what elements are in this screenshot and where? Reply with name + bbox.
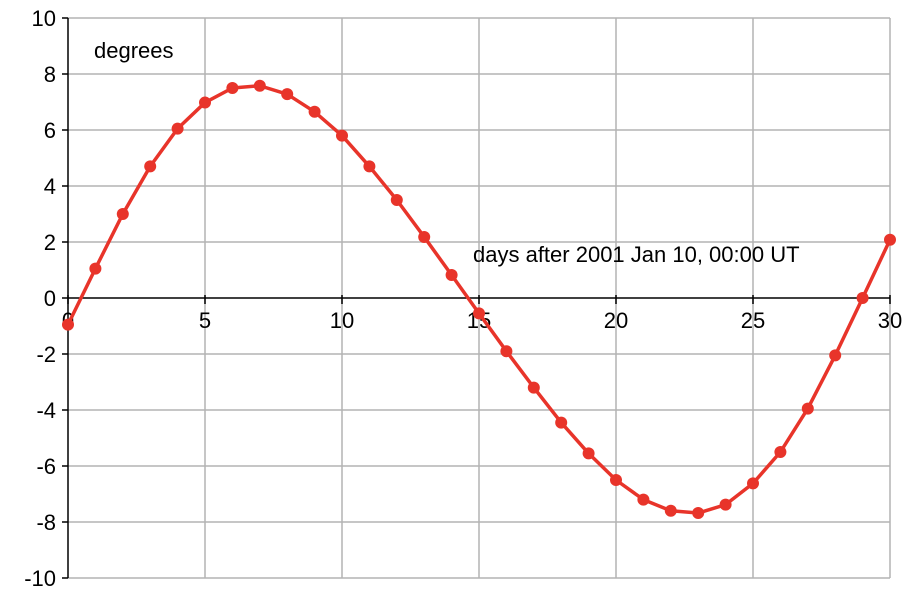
y-tick-label: -8 <box>36 510 56 535</box>
data-point <box>747 477 759 490</box>
data-point <box>171 122 184 135</box>
y-tick-label: -6 <box>36 454 56 479</box>
x-tick-label: 20 <box>604 308 628 333</box>
y-tick-label: 10 <box>32 6 56 31</box>
data-point <box>390 194 403 206</box>
x-tick-label: 30 <box>878 308 902 333</box>
data-point <box>664 504 677 517</box>
markers <box>62 79 896 520</box>
data-point <box>336 129 348 142</box>
x-tick-label: 10 <box>330 308 354 333</box>
y-tick-label: 0 <box>44 286 56 311</box>
data-point <box>473 307 485 320</box>
x-axis-label: days after 2001 Jan 10, 00:00 UT <box>473 242 800 267</box>
data-point <box>610 474 622 486</box>
data-point <box>500 345 513 358</box>
data-point <box>555 416 568 429</box>
data-point <box>527 381 540 394</box>
y-tick-label: 6 <box>44 118 56 143</box>
data-point <box>801 402 814 415</box>
data-point <box>418 230 431 243</box>
data-point <box>829 349 842 362</box>
data-point <box>226 82 239 94</box>
y-tick-label: -10 <box>24 566 56 591</box>
data-point <box>199 96 211 109</box>
data-point <box>692 507 705 520</box>
y-tick-label: 4 <box>44 174 56 199</box>
y-tick-label: 2 <box>44 230 56 255</box>
y-axis-label: degrees <box>94 38 174 63</box>
x-tick-label: 25 <box>741 308 765 333</box>
tick-labels: -10-8-6-4-20246810051015202530 <box>24 6 902 591</box>
y-tick-label: -2 <box>36 342 56 367</box>
data-point <box>89 262 102 275</box>
data-point <box>363 160 376 173</box>
data-point <box>884 233 896 246</box>
data-point <box>62 318 74 331</box>
data-point <box>308 105 321 118</box>
data-point <box>774 446 787 458</box>
data-point <box>637 493 650 506</box>
data-point <box>582 447 595 460</box>
data-point <box>445 269 458 282</box>
axes <box>62 17 891 579</box>
data-point <box>253 79 266 92</box>
y-tick-label: -4 <box>36 398 56 423</box>
data-point <box>719 498 732 511</box>
data-point <box>144 160 157 173</box>
data-point <box>281 88 294 101</box>
y-tick-label: 8 <box>44 62 56 87</box>
data-point <box>856 292 869 304</box>
x-tick-label: 5 <box>199 308 211 333</box>
data-point <box>116 208 129 220</box>
